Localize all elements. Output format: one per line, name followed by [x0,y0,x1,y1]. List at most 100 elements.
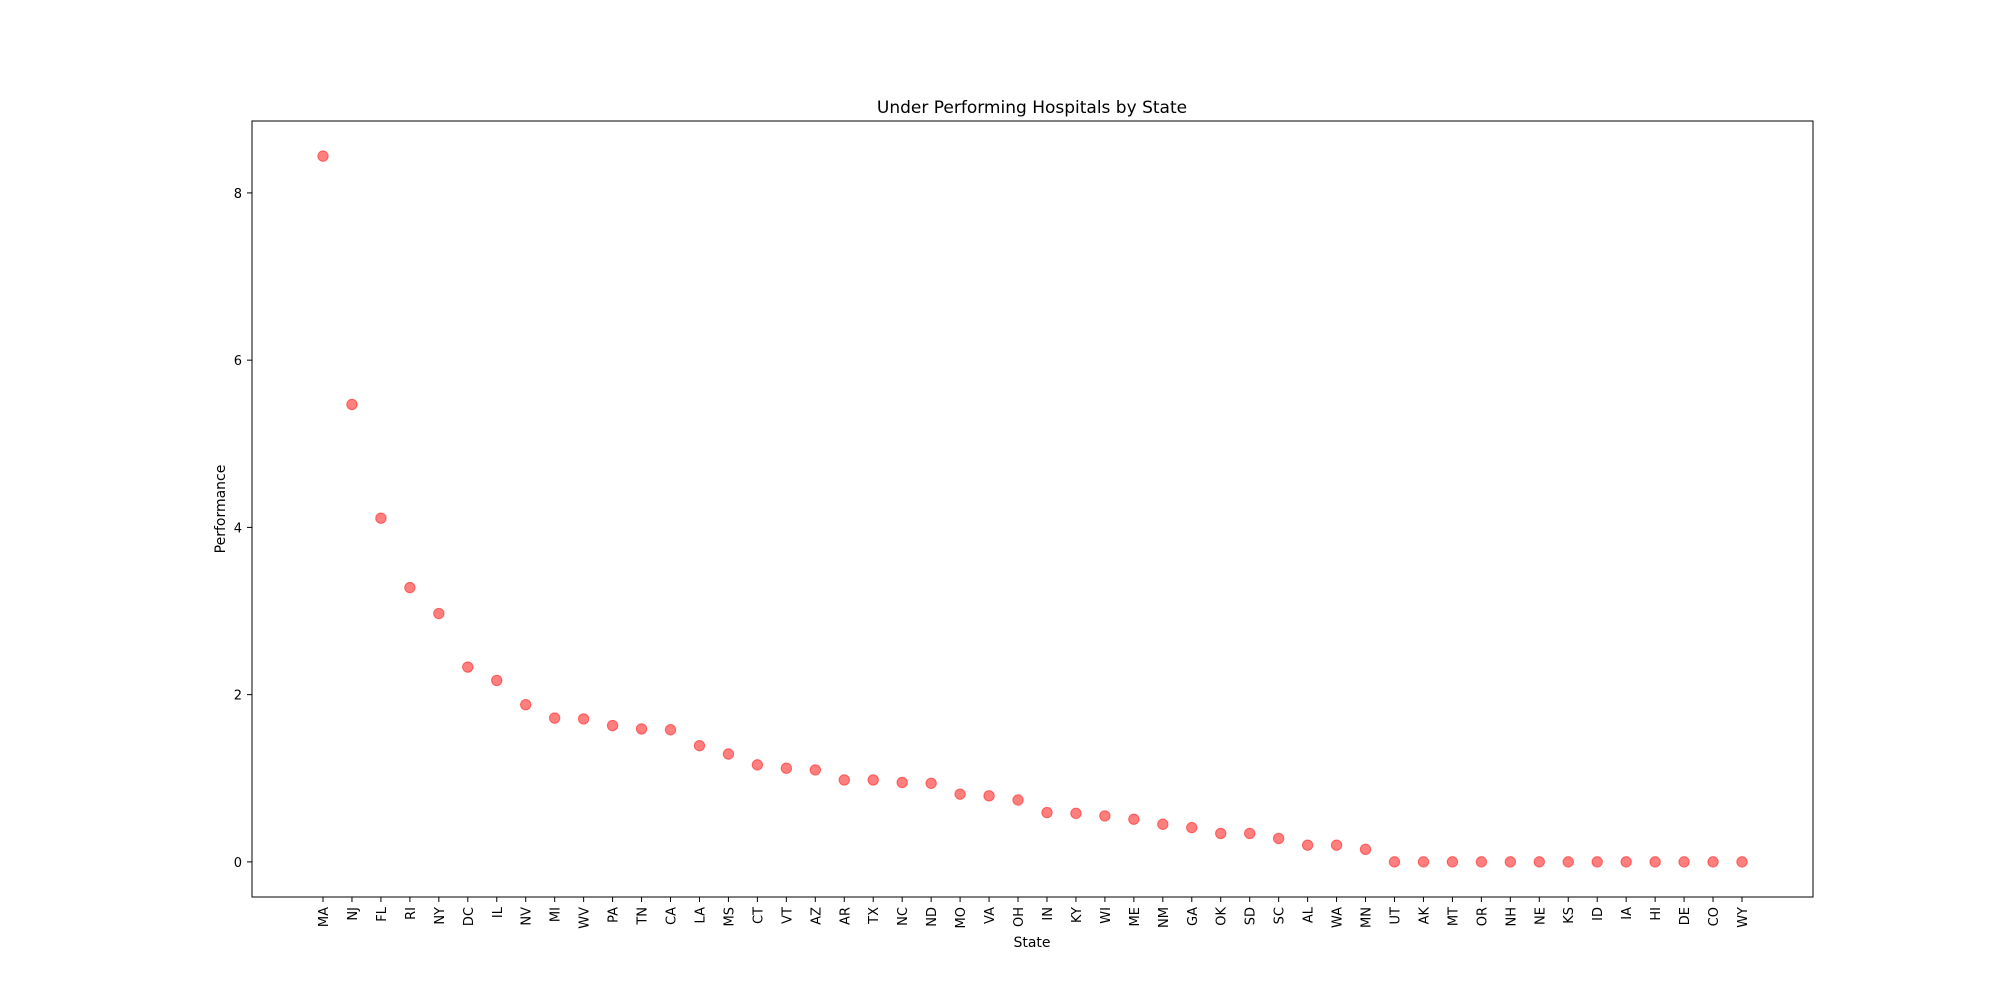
data-point-nv [520,698,532,711]
x-tick-label-id: ID [1591,907,1606,921]
x-tick-label-wy: WY [1736,907,1751,928]
y-tick-label: 8 [234,187,242,202]
data-point-ca [664,724,677,736]
x-axis-label: State [1013,935,1050,951]
x-tick-label-nm: NM [1157,907,1172,928]
x-tick-label-wv: WV [578,907,593,929]
x-tick-label-mi: MI [549,907,564,922]
data-point-sc [1272,832,1285,845]
x-tick-label-nh: NH [1504,907,1519,927]
data-point-az [809,764,822,776]
data-point-ma [317,150,329,162]
x-tick-label-mn: MN [1360,907,1375,928]
x-tick-label-ky: KY [1070,907,1085,923]
data-point-la [693,739,706,752]
x-tick-label-nd: ND [925,907,940,927]
x-tick-label-ia: IA [1620,907,1635,920]
data-point-id [1591,856,1603,868]
data-point-ga [1186,821,1198,834]
data-point-nh [1504,856,1517,868]
x-tick-label-tn: TN [636,907,651,926]
data-point-or [1475,856,1488,868]
data-point-nm [1157,818,1169,830]
x-tick-label-ut: UT [1388,907,1403,925]
y-tick-label: 0 [234,856,242,871]
data-point-ak [1417,856,1430,868]
x-tick-label-de: DE [1678,907,1693,925]
x-tick-label-ks: KS [1562,907,1577,924]
x-tick-label-ar: AR [838,907,853,925]
data-point-ar [838,774,850,786]
data-point-nj [346,398,358,411]
x-tick-label-wa: WA [1331,907,1346,928]
y-tick-label: 4 [234,521,242,536]
x-tick-label-ga: GA [1186,907,1201,926]
data-point-mi [548,712,561,724]
data-point-dc [462,661,474,673]
x-tick-label-oh: OH [1012,907,1027,927]
data-point-co [1707,856,1719,868]
data-point-mt [1446,856,1459,868]
data-point-al [1301,839,1314,851]
data-point-wy [1736,856,1748,868]
x-tick-label-ne: NE [1533,907,1548,925]
data-point-nc [896,776,908,789]
x-tick-label-la: LA [693,907,708,924]
x-tick-label-mo: MO [954,907,969,928]
x-tick-label-sd: SD [1244,907,1259,925]
x-tick-label-vt: VT [780,907,795,924]
x-tick-label-sc: SC [1273,907,1288,924]
data-point-vt [780,762,793,774]
x-tick-label-dc: DC [462,907,477,926]
data-point-va [983,790,995,802]
data-point-wa [1330,839,1343,851]
data-point-mn [1359,843,1372,856]
data-point-ri [404,581,416,594]
x-tick-label-nj: NJ [346,907,361,921]
data-point-hi [1649,856,1661,868]
x-tick-label-or: OR [1475,907,1490,926]
data-point-pa [606,719,619,732]
x-tick-label-ct: CT [751,907,766,924]
x-tick-label-va: VA [983,907,998,924]
x-tick-label-co: CO [1707,907,1722,926]
data-point-wi [1099,810,1111,822]
data-point-ms [722,748,735,760]
data-point-sd [1243,827,1256,840]
x-tick-label-me: ME [1128,907,1143,926]
x-tick-label-wi: WI [1099,907,1114,924]
x-tick-label-il: IL [491,906,506,918]
x-tick-label-hi: HI [1649,907,1664,921]
x-tick-label-ak: AK [1417,907,1432,925]
x-tick-label-tx: TX [867,907,882,925]
x-tick-label-ny: NY [433,907,448,925]
data-point-nd [925,777,937,789]
data-point-ok [1215,827,1227,840]
x-tick-label-ok: OK [1215,907,1230,926]
x-tick-label-nv: NV [520,907,535,926]
y-axis-label: Performance [213,465,229,554]
data-point-il [491,674,503,687]
y-tick-label: 6 [234,354,242,369]
x-tick-label-pa: PA [607,907,622,923]
chart-title: Under Performing Hospitals by State [877,98,1187,118]
data-point-me [1128,813,1140,825]
plot-area: 0 2 4 6 8 MA NJ FL RI NY DC IL NV MI WV PA TN CA LA MS CT VT A… [234,150,1751,929]
x-tick-label-ri: RI [404,907,419,920]
data-point-wv [577,713,590,725]
data-point-ut [1388,856,1401,868]
x-tick-label-az: AZ [809,907,824,925]
x-tick-label-nc: NC [896,907,911,926]
x-tick-label-ma: MA [317,907,332,927]
data-point-mo [954,788,966,800]
data-point-de [1678,856,1690,868]
data-point-in [1041,806,1053,819]
data-point-tx [867,774,879,786]
x-tick-label-ms: MS [722,907,737,926]
x-tick-label-fl: FL [375,906,390,921]
data-point-ct [751,759,764,771]
data-point-ky [1070,807,1082,820]
x-tick-label-al: AL [1302,906,1317,923]
